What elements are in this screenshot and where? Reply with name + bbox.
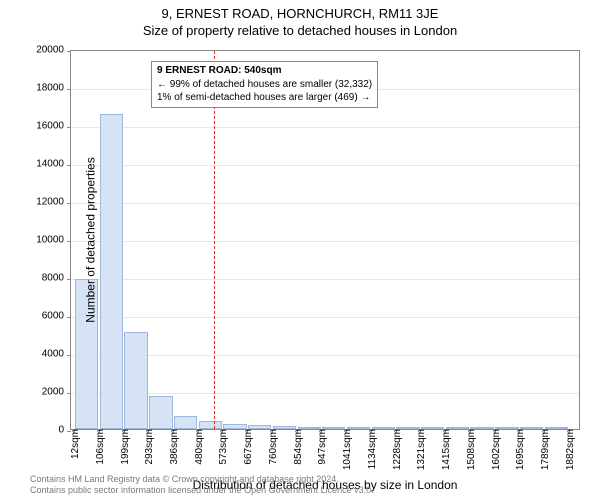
- gridline-h: [71, 127, 579, 128]
- ytick-mark: [67, 203, 71, 204]
- ytick-mark: [67, 165, 71, 166]
- plot-area: 12sqm106sqm199sqm293sqm386sqm480sqm573sq…: [70, 50, 580, 430]
- annotation-line3: 1% of semi-detached houses are larger (4…: [157, 91, 372, 105]
- gridline-h: [71, 203, 579, 204]
- xtick-label: 1789sqm: [540, 429, 551, 470]
- bar: [124, 332, 147, 429]
- xtick-label: 1695sqm: [515, 429, 526, 470]
- ytick-label: 20000: [24, 45, 64, 56]
- xtick-label: 1134sqm: [367, 429, 378, 469]
- ytick-label: 6000: [24, 311, 64, 322]
- xtick-label: 1321sqm: [416, 429, 427, 470]
- ytick-mark: [67, 355, 71, 356]
- ytick-label: 8000: [24, 273, 64, 284]
- gridline-h: [71, 279, 579, 280]
- xtick-label: 573sqm: [218, 429, 229, 465]
- title-main: 9, ERNEST ROAD, HORNCHURCH, RM11 3JE: [0, 6, 600, 21]
- ytick-mark: [67, 317, 71, 318]
- ytick-label: 12000: [24, 197, 64, 208]
- xtick-label: 1041sqm: [342, 429, 353, 470]
- xtick-label: 1508sqm: [466, 429, 477, 470]
- title-block: 9, ERNEST ROAD, HORNCHURCH, RM11 3JE Siz…: [0, 0, 600, 38]
- xtick-label: 1882sqm: [565, 429, 576, 470]
- bar: [149, 396, 172, 429]
- ytick-label: 14000: [24, 159, 64, 170]
- gridline-h: [71, 317, 579, 318]
- ytick-label: 0: [24, 425, 64, 436]
- ytick-mark: [67, 89, 71, 90]
- xtick-label: 854sqm: [293, 429, 304, 465]
- xtick-label: 106sqm: [95, 429, 106, 465]
- xtick-label: 293sqm: [144, 429, 155, 465]
- xtick-label: 199sqm: [120, 429, 131, 465]
- ytick-label: 2000: [24, 387, 64, 398]
- annotation-box: 9 ERNEST ROAD: 540sqm← 99% of detached h…: [151, 61, 378, 108]
- footer-line1: Contains HM Land Registry data © Crown c…: [30, 474, 374, 485]
- gridline-h: [71, 165, 579, 166]
- ytick-label: 10000: [24, 235, 64, 246]
- annotation-line2: ← 99% of detached houses are smaller (32…: [157, 78, 372, 92]
- ytick-mark: [67, 241, 71, 242]
- xtick-label: 760sqm: [268, 429, 279, 465]
- footer-attribution: Contains HM Land Registry data © Crown c…: [30, 474, 374, 496]
- ytick-label: 16000: [24, 121, 64, 132]
- ytick-mark: [67, 51, 71, 52]
- title-sub: Size of property relative to detached ho…: [0, 23, 600, 38]
- bar: [174, 416, 197, 429]
- footer-line2: Contains public sector information licen…: [30, 485, 374, 496]
- xtick-label: 1602sqm: [491, 429, 502, 470]
- gridline-h: [71, 241, 579, 242]
- reference-line: [214, 51, 215, 429]
- bar: [100, 114, 123, 429]
- xtick-label: 947sqm: [317, 429, 328, 465]
- bar: [199, 421, 222, 429]
- y-axis-label: Number of detached properties: [84, 157, 98, 322]
- ytick-label: 18000: [24, 83, 64, 94]
- ytick-mark: [67, 279, 71, 280]
- annotation-line1: 9 ERNEST ROAD: 540sqm: [157, 64, 372, 78]
- ytick-mark: [67, 393, 71, 394]
- xtick-label: 1228sqm: [392, 429, 403, 470]
- chart-container: 9, ERNEST ROAD, HORNCHURCH, RM11 3JE Siz…: [0, 0, 600, 500]
- xtick-label: 386sqm: [169, 429, 180, 465]
- ytick-label: 4000: [24, 349, 64, 360]
- xtick-label: 480sqm: [194, 429, 205, 465]
- chart-area: 12sqm106sqm199sqm293sqm386sqm480sqm573sq…: [70, 50, 580, 430]
- xtick-label: 1415sqm: [441, 429, 452, 470]
- xtick-label: 667sqm: [243, 429, 254, 465]
- xtick-label: 12sqm: [70, 429, 81, 459]
- ytick-mark: [67, 127, 71, 128]
